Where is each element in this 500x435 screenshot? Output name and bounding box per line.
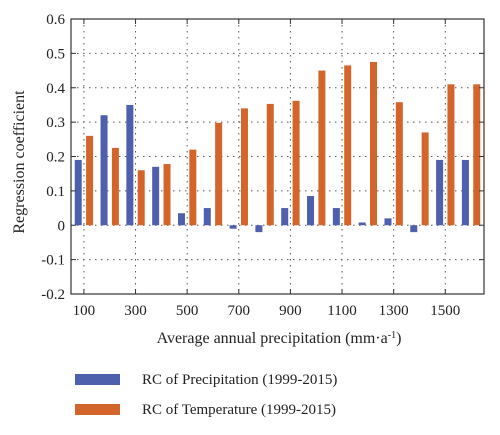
bar-precipitation-1500 (436, 159, 444, 226)
y-tick-label: 0 (58, 218, 66, 234)
bar-temperature-1300 (395, 102, 403, 226)
bar-temperature-1000 (318, 70, 326, 226)
x-tick-labels: 100 300 500 700 900 1100 1300 1500 (73, 303, 461, 319)
y-tick-label: -0.1 (41, 253, 65, 269)
y-tick-label: 0.1 (46, 184, 65, 200)
bar-temperature-1500 (447, 84, 455, 226)
bar-temperature-700 (240, 108, 248, 226)
bar-temperature-300 (137, 170, 145, 226)
y-tick-label: 0.4 (46, 81, 65, 97)
x-tick-label: 500 (176, 303, 199, 319)
bar-precipitation-800 (255, 225, 263, 233)
x-tick-label: 300 (124, 303, 147, 319)
y-tick-label: 0.6 (46, 12, 65, 28)
bar-precipitation-100 (74, 159, 82, 226)
legend-swatch-precipitation (75, 374, 120, 385)
bar-precipitation-200 (100, 115, 108, 226)
bar-precipitation-1300 (384, 218, 392, 226)
x-axis-title: Average annual precipitation (mm·a-1) (157, 330, 402, 348)
x-tick-label: 1300 (379, 303, 409, 319)
legend-label-precipitation: RC of Precipitation (1999-2015) (142, 372, 337, 388)
bar-precipitation-1600 (461, 159, 469, 226)
y-tick-label: 0.5 (46, 46, 65, 62)
bar-temperature-200 (111, 147, 119, 226)
y-tick-labels: -0.2 -0.1 0 0.1 0.2 0.3 0.4 0.5 0.6 (41, 12, 65, 303)
bar-precipitation-400 (152, 166, 160, 226)
x-tick-label: 900 (279, 303, 302, 319)
x-tick-label: 1500 (430, 303, 460, 319)
bar-precipitation-300 (126, 104, 134, 226)
bar-precipitation-1400 (410, 225, 418, 233)
x-tick-label: 100 (73, 303, 96, 319)
x-tick-label: 700 (228, 303, 251, 319)
bar-precipitation-1000 (307, 196, 315, 226)
legend: RC of Precipitation (1999-2015) RC of Te… (75, 372, 337, 418)
y-tick-label: 0.3 (46, 115, 65, 131)
bar-precipitation-900 (281, 208, 289, 226)
bar-temperature-800 (266, 103, 274, 226)
bar-temperature-900 (292, 100, 300, 226)
bar-temperature-1400 (421, 132, 429, 226)
bar-precipitation-1100 (332, 208, 340, 226)
y-axis-title: Regression coefficient (11, 90, 28, 234)
bar-temperature-400 (163, 164, 171, 226)
grid (71, 19, 484, 294)
bar-temperature-1100 (344, 65, 352, 226)
bar-temperature-500 (189, 149, 197, 226)
bar-temperature-600 (215, 122, 223, 226)
bar-precipitation-500 (177, 213, 185, 226)
bar-precipitation-1200 (358, 222, 366, 226)
legend-swatch-temperature (75, 404, 120, 415)
ticks (71, 18, 484, 295)
bar-precipitation-700 (229, 225, 237, 229)
y-tick-label: -0.2 (41, 287, 65, 303)
x-tick-label: 1100 (327, 303, 356, 319)
bar-temperature-100 (86, 135, 94, 226)
bars (74, 61, 481, 233)
bar-temperature-1600 (473, 84, 481, 226)
legend-label-temperature: RC of Temperature (1999-2015) (142, 402, 336, 418)
bar-temperature-1200 (370, 61, 378, 226)
y-tick-label: 0.2 (46, 150, 65, 166)
bar-precipitation-600 (203, 208, 211, 226)
